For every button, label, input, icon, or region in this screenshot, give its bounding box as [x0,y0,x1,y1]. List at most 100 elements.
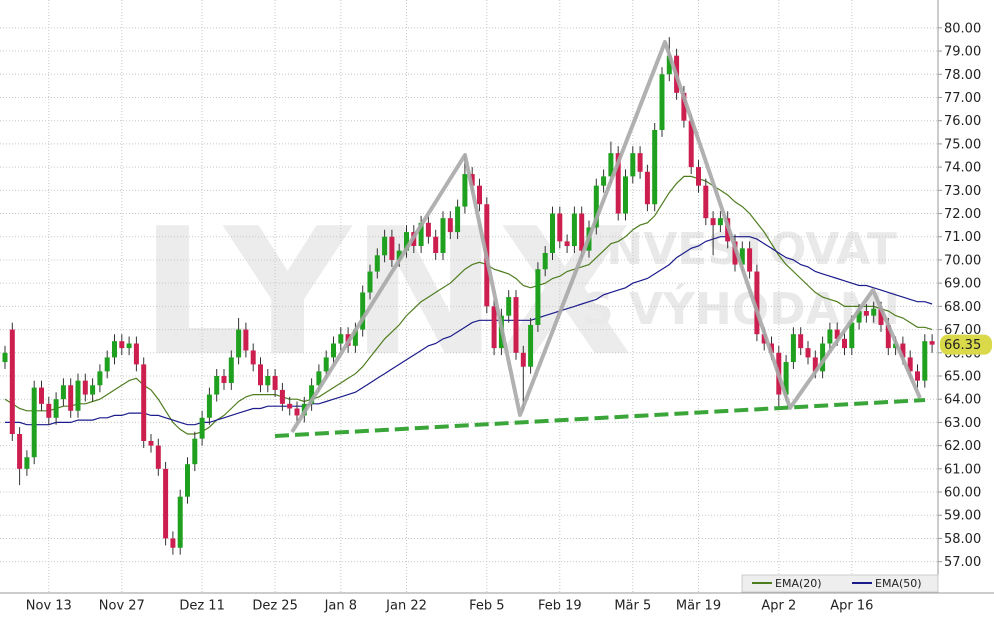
candle-body [221,375,227,383]
candle-body [133,343,139,365]
x-tick-label: Feb 5 [469,599,504,614]
legend: EMA(20) EMA(50) [741,574,939,593]
ema-lines [4,175,933,435]
candle-body [272,375,278,390]
candle-body [871,308,877,316]
x-tick-label: Jan 8 [324,599,357,614]
y-tick-label: 73.00 [944,184,981,199]
candle-body [878,308,884,325]
candle-body [929,341,935,345]
x-tick-label: Mär 19 [676,599,721,614]
candle-body [842,338,847,349]
candle-body [24,457,30,469]
x-tick-label: Apr 16 [830,599,873,614]
candle-body [119,341,125,349]
candle-body [265,375,271,386]
candle-body [323,357,329,372]
candle-body [462,174,468,207]
ema-line [4,175,933,435]
candle-body [491,306,497,349]
candle-body [39,387,44,404]
grid [0,0,938,593]
candle-body [141,364,147,441]
candle-body [9,329,15,435]
y-tick-label: 57.00 [944,555,981,570]
candle-body [338,334,344,344]
candle-body [637,153,643,172]
candle-body [46,403,52,418]
candle-body [126,343,132,349]
candle-body [331,343,336,358]
candle-body [279,389,285,404]
candle-body [710,218,716,226]
candle-body [112,341,117,358]
candle-body [652,129,658,205]
candle-body [90,385,96,395]
y-tick-label: 68.00 [944,300,981,315]
y-tick-label: 72.00 [944,207,981,222]
candle-body [827,329,833,344]
candle-body [389,236,395,260]
y-tick-label: 80.00 [944,21,981,36]
y-tick-label: 74.00 [944,161,981,176]
y-tick-label: 78.00 [944,68,981,83]
candle-body [17,434,23,469]
candle-body [915,371,920,381]
candle-body [477,185,482,205]
candle-body [666,55,672,75]
candle-body [309,385,315,404]
y-tick-label: 71.00 [944,230,981,245]
candle-body [287,403,293,409]
candle-body [513,297,519,353]
candle-body [352,329,358,346]
candle-body [53,399,59,418]
y-tick-label: 59.00 [944,509,981,524]
candle-body [199,417,205,439]
y-tick-label: 63.00 [944,416,981,431]
candle-body [644,171,650,205]
candle-body [404,232,409,251]
candle-body [455,206,461,233]
y-tick-label: 79.00 [944,45,981,60]
candle-body [579,213,585,251]
legend-box [741,574,939,593]
candle-body [206,394,212,418]
candle-body [812,357,818,372]
candle-body [790,334,796,363]
candle-body [75,380,81,411]
candle-body [739,248,745,265]
candle-body [885,324,891,349]
y-tick-label: 67.00 [944,323,981,338]
x-tick-label: Mär 5 [614,599,651,614]
y-tick-label: 69.00 [944,277,981,292]
candle-body [783,362,789,395]
candle-body [542,252,548,270]
candle-body [717,218,723,226]
candle-body [68,385,74,411]
candle-body [82,380,88,395]
candle-body [564,241,570,247]
candle-body [418,222,424,247]
y-tick-label: 70.00 [944,253,981,268]
candle-body [528,324,534,367]
trend-line [274,398,926,438]
candle-body [681,92,687,121]
candle-body [688,120,694,168]
candle-body [907,357,913,372]
candle-body [382,236,388,256]
candle-body [316,371,322,386]
candle-body [60,385,66,400]
candle-body [761,334,767,344]
candle-body [747,248,753,272]
candle-body [805,348,811,358]
candle-body [520,352,526,367]
candle-body [2,352,8,363]
candle-body [374,255,380,272]
zigzag [290,40,922,434]
candle-body [243,329,249,351]
x-tick-label: Nov 27 [99,599,145,614]
pattern-drawing [274,40,926,438]
last-price-label: 66.35 [944,338,981,353]
candle-body [601,176,607,186]
